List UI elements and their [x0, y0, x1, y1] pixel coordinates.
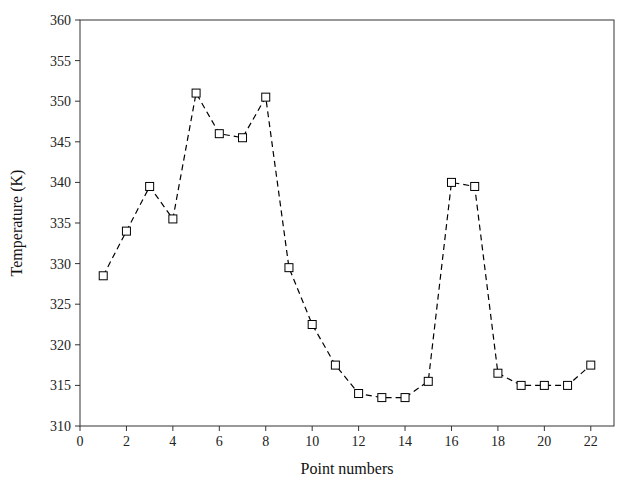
x-tick-label: 0: [77, 434, 84, 449]
data-point: [378, 394, 386, 402]
y-tick-label: 350: [50, 94, 71, 109]
data-point: [308, 321, 316, 329]
data-point: [331, 361, 339, 369]
x-tick: [405, 426, 406, 431]
data-point: [262, 93, 270, 101]
x-tick: [126, 426, 127, 431]
x-tick-label: 6: [216, 434, 223, 449]
data-point: [471, 182, 479, 190]
x-tick-label: 16: [444, 434, 458, 449]
series: [99, 89, 595, 402]
data-point: [355, 390, 363, 398]
x-tick-label: 22: [584, 434, 598, 449]
data-point: [517, 381, 525, 389]
y-tick: [75, 344, 80, 345]
y-tick-label: 325: [50, 297, 71, 312]
y-tick-label: 345: [50, 135, 71, 150]
y-tick: [75, 263, 80, 264]
chart-container: 0 2 4 6 8 10 12 14 16 18 20 22 310 315 320 325 330 335 340…: [0, 0, 636, 488]
y-tick: [75, 223, 80, 224]
x-tick: [590, 426, 591, 431]
x-tick: [80, 426, 81, 431]
data-point: [99, 272, 107, 280]
x-tick: [358, 426, 359, 431]
y-tick: [75, 101, 80, 102]
x-tick: [172, 426, 173, 431]
data-point: [285, 264, 293, 272]
x-tick-label: 14: [398, 434, 412, 449]
x-tick-label: 2: [123, 434, 130, 449]
data-point: [424, 377, 432, 385]
plot-frame: [80, 20, 614, 426]
x-axis: 0 2 4 6 8 10 12 14 16 18 20 22: [77, 426, 598, 449]
y-tick-label: 320: [50, 338, 71, 353]
chart-svg: 0 2 4 6 8 10 12 14 16 18 20 22 310 315 320 325 330 335 340…: [0, 0, 636, 488]
y-tick: [75, 304, 80, 305]
y-tick-label: 340: [50, 175, 71, 190]
y-tick-label: 360: [50, 13, 71, 28]
x-tick-label: 12: [352, 434, 366, 449]
y-tick: [75, 141, 80, 142]
x-tick: [265, 426, 266, 431]
x-tick: [312, 426, 313, 431]
x-tick-label: 10: [305, 434, 319, 449]
y-tick-label: 310: [50, 419, 71, 434]
y-tick: [75, 20, 80, 21]
y-axis-label: Temperature (K): [8, 170, 26, 277]
data-point: [447, 178, 455, 186]
x-tick: [451, 426, 452, 431]
y-axis: 310 315 320 325 330 335 340 345 350 355 360: [50, 13, 80, 434]
data-point: [192, 89, 200, 97]
y-tick: [75, 385, 80, 386]
data-point: [122, 227, 130, 235]
data-point: [587, 361, 595, 369]
data-point: [239, 134, 247, 142]
data-point: [540, 381, 548, 389]
y-tick: [75, 60, 80, 61]
page: {"chart_data": {"type": "line", "xlabel"…: [0, 0, 636, 488]
data-point: [401, 394, 409, 402]
x-axis-label: Point numbers: [301, 460, 394, 477]
y-tick-label: 315: [50, 378, 71, 393]
x-tick: [544, 426, 545, 431]
y-tick-label: 355: [50, 54, 71, 69]
data-point: [169, 215, 177, 223]
data-point: [146, 182, 154, 190]
x-tick-label: 8: [262, 434, 269, 449]
data-point: [564, 381, 572, 389]
y-tick-label: 330: [50, 257, 71, 272]
y-tick: [75, 182, 80, 183]
x-tick-label: 18: [491, 434, 505, 449]
y-tick: [75, 426, 80, 427]
data-point: [215, 130, 223, 138]
x-tick: [219, 426, 220, 431]
data-point: [494, 369, 502, 377]
y-tick-label: 335: [50, 216, 71, 231]
x-tick-label: 20: [537, 434, 551, 449]
x-tick-label: 4: [169, 434, 176, 449]
data-line: [103, 93, 591, 398]
x-tick: [497, 426, 498, 431]
